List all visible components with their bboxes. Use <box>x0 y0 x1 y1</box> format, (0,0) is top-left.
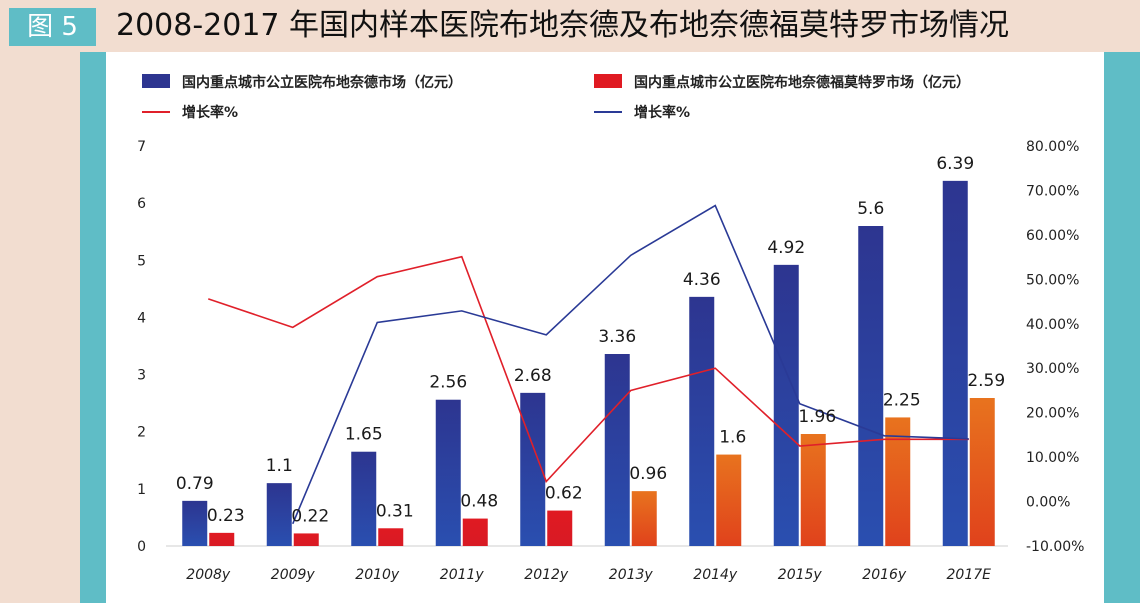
y-left-tick-label: 0 <box>137 539 146 555</box>
bar-series-1 <box>604 354 630 546</box>
right-accent-strip <box>1104 52 1140 603</box>
bar-value-label-series-1: 2.56 <box>429 373 467 393</box>
y-right-tick-label: 20.00% <box>1026 406 1079 422</box>
bar-value-label-series-1: 2.68 <box>514 366 552 386</box>
growth-line-series-1 <box>207 255 969 484</box>
bar-value-label-series-1: 0.79 <box>176 474 214 494</box>
chart-canvas: 国内重点城市公立医院布地奈德市场（亿元） 国内重点城市公立医院布地奈德福莫特罗市… <box>137 74 1084 583</box>
bar-series-1 <box>182 500 208 546</box>
category-label: 2012y <box>524 567 569 583</box>
y-right-tick-label: -10.00% <box>1026 539 1084 555</box>
bar-value-label-series-1: 6.39 <box>936 154 974 174</box>
bar-series-1 <box>858 226 884 546</box>
bar-series-2 <box>378 528 404 546</box>
category-axis: 2008y 2009y 2010y 2011y 2012y 2013y 2014y 2015y… <box>186 567 991 583</box>
legend-swatch-series-2 <box>594 74 622 88</box>
y-axis-left: 0 1 2 3 4 5 6 7 <box>137 139 146 555</box>
category-label: 2013y <box>609 567 654 583</box>
bar-value-label-series-1: 3.36 <box>598 327 636 347</box>
y-right-tick-label: 10.00% <box>1026 450 1079 466</box>
bar-series-2 <box>800 434 826 546</box>
y-right-tick-label: 80.00% <box>1026 139 1079 155</box>
bar-value-label-series-2: 0.96 <box>629 464 667 484</box>
y-axis-right: -10.00% 0.00% 10.00% 20.00% 30.00% 40.00% 50.0… <box>1026 139 1084 555</box>
line-layer <box>207 204 969 525</box>
bar-series-2 <box>969 398 995 546</box>
bar-value-label-series-2: 0.22 <box>291 506 329 526</box>
figure-title: 2008-2017 年国内样本医院布地奈德及布地奈德福莫特罗市场情况 <box>116 8 1010 43</box>
bar-series-2 <box>716 454 742 546</box>
y-left-tick-label: 6 <box>137 196 146 212</box>
bar-series-1 <box>942 180 968 546</box>
bar-value-label-series-2: 0.48 <box>460 492 498 512</box>
y-right-tick-label: 0.00% <box>1026 495 1070 511</box>
bar-value-label-series-1: 4.92 <box>767 238 805 258</box>
bar-series-1 <box>689 296 715 546</box>
category-label: 2014y <box>693 567 738 583</box>
y-left-tick-label: 4 <box>137 310 146 326</box>
y-right-tick-label: 40.00% <box>1026 317 1079 333</box>
y-left-tick-label: 2 <box>137 425 146 441</box>
y-left-tick-label: 5 <box>137 253 146 269</box>
chart-panel: 国内重点城市公立医院布地奈德市场（亿元） 国内重点城市公立医院布地奈德福莫特罗市… <box>106 52 1104 603</box>
bar-series-1 <box>435 399 461 546</box>
legend-label-series-2: 国内重点城市公立医院布地奈德福莫特罗市场（亿元） <box>634 74 970 91</box>
bar-series-2 <box>462 518 488 546</box>
category-label: 2016y <box>862 567 907 583</box>
bar-value-label-series-2: 0.31 <box>376 501 414 521</box>
bar-value-label-series-2: 1.96 <box>798 407 836 427</box>
category-label: 2011y <box>440 567 485 583</box>
y-left-tick-label: 1 <box>137 482 146 498</box>
bar-series-2 <box>631 491 657 546</box>
legend-swatch-series-1 <box>142 74 170 88</box>
category-label: 2017E <box>947 567 992 583</box>
category-label: 2009y <box>271 567 316 583</box>
bar-value-label-series-2: 1.6 <box>719 428 746 448</box>
growth-line-series-2 <box>292 204 969 525</box>
bar-series-1 <box>773 264 799 546</box>
bar-value-label-series-2: 2.25 <box>883 390 921 410</box>
bar-label-layer: 0.79 0.23 1.1 0.22 1.65 0.31 2.56 0.48 2.68 0.62 3… <box>176 154 1005 527</box>
legend-label-growth-line-2: 增长率% <box>634 104 690 121</box>
bar-value-label-series-2: 2.59 <box>967 371 1005 391</box>
legend-label-growth-line-1: 增长率% <box>182 104 238 121</box>
bar-value-label-series-1: 1.65 <box>345 425 383 445</box>
chart-legend: 国内重点城市公立医院布地奈德市场（亿元） 国内重点城市公立医院布地奈德福莫特罗市… <box>142 74 970 121</box>
left-accent-strip <box>80 52 106 603</box>
bar-series-1 <box>266 483 292 546</box>
y-right-tick-label: 60.00% <box>1026 228 1079 244</box>
bar-value-label-series-1: 1.1 <box>266 456 293 476</box>
bar-value-label-series-2: 0.23 <box>207 506 245 526</box>
bar-series-2 <box>293 533 319 546</box>
bar-value-label-series-2: 0.62 <box>545 484 583 504</box>
bar-value-label-series-1: 4.36 <box>683 270 721 290</box>
y-right-tick-label: 50.00% <box>1026 272 1079 288</box>
legend-label-series-1: 国内重点城市公立医院布地奈德市场（亿元） <box>182 74 462 91</box>
category-label: 2008y <box>186 567 231 583</box>
figure-number-tag: 图 5 <box>9 8 96 46</box>
y-left-tick-label: 3 <box>137 368 146 384</box>
bar-value-label-series-1: 5.6 <box>857 199 884 219</box>
bar-series-1 <box>351 451 377 546</box>
category-label: 2010y <box>355 567 400 583</box>
y-right-tick-label: 30.00% <box>1026 361 1079 377</box>
category-label: 2015y <box>778 567 823 583</box>
bar-series-2 <box>209 532 235 546</box>
bar-series-2 <box>547 510 573 546</box>
y-left-tick-label: 7 <box>137 139 146 155</box>
y-right-tick-label: 70.00% <box>1026 183 1079 199</box>
bar-layer <box>182 180 995 546</box>
